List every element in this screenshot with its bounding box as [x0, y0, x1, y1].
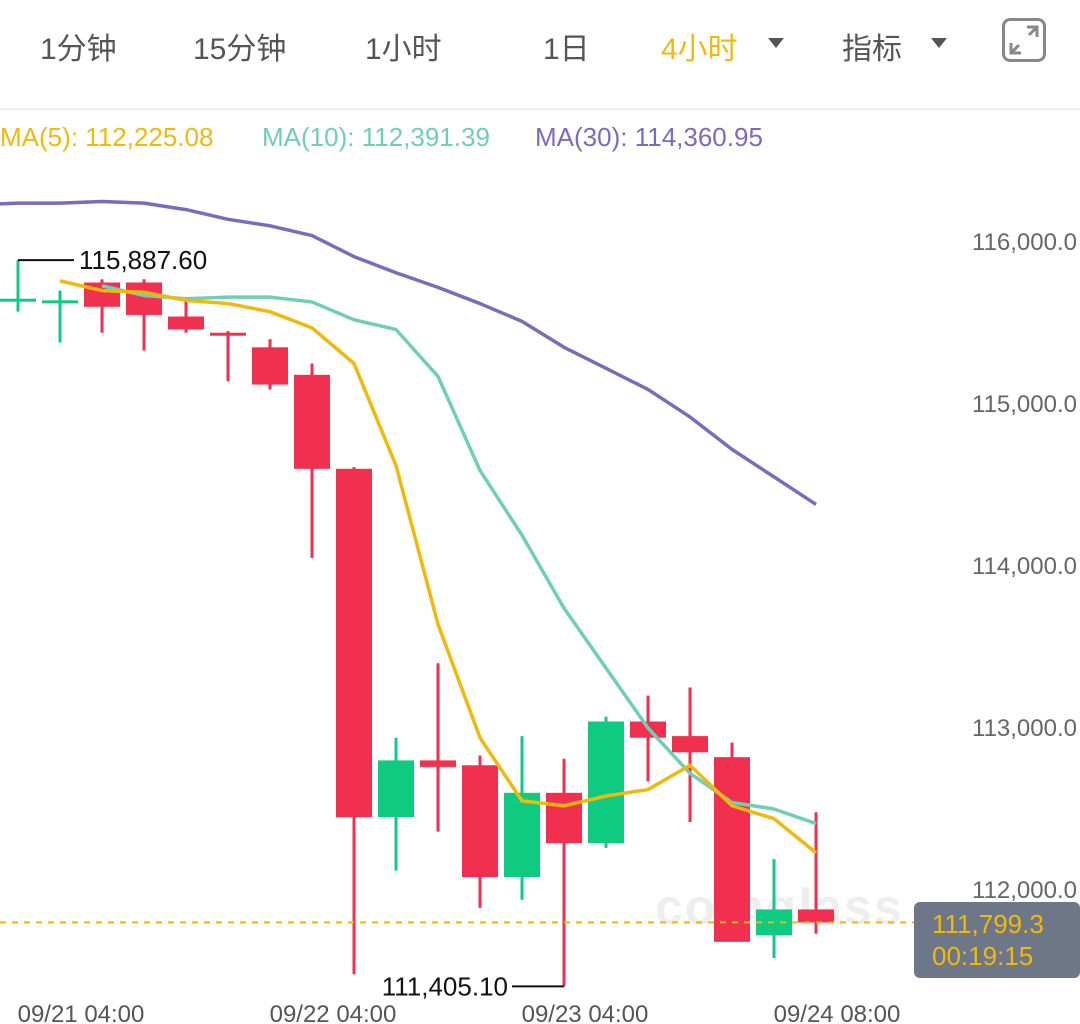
indicators-dropdown[interactable]: 指标 [842, 33, 902, 66]
tab-1m[interactable]: 1分钟 [40, 33, 117, 66]
candle-countdown: 00:19:15 [932, 941, 1034, 971]
ma30-value: 114,360.95 [634, 122, 763, 152]
chevron-down-icon[interactable] [768, 38, 784, 48]
candle-body-up [504, 792, 540, 878]
chevron-down-icon[interactable] [931, 38, 947, 48]
y-tick-label: 114,000.0 [972, 553, 1077, 580]
candle-body-down [168, 316, 204, 330]
candle-body-down [252, 347, 288, 385]
ma10-line [101, 284, 817, 826]
tab-4h[interactable]: 4小时 [661, 33, 738, 66]
candle-body-up [42, 300, 78, 304]
candle-body-down [210, 332, 246, 336]
ma5-label: MA(5): [0, 122, 78, 152]
candle-body-down [294, 374, 330, 469]
candle-body-up [378, 760, 414, 818]
low-annotation-label: 111,405.10 [382, 971, 508, 1001]
y-tick-label: 115,000.0 [972, 391, 1077, 418]
ma5-value: 112,225.08 [85, 122, 214, 152]
ma30-line [0, 199, 817, 506]
y-tick-label: 113,000.0 [972, 715, 1077, 742]
ma10-legend: MA(10): 112,391.39 [262, 122, 490, 153]
tab-15m[interactable]: 15分钟 [193, 33, 287, 66]
expand-button[interactable] [1002, 18, 1046, 62]
ma10-value: 112,391.39 [361, 122, 490, 152]
high-annotation-label: 115,887.60 [79, 245, 207, 275]
candle-body-down [714, 757, 750, 942]
x-tick-label: 09/24 08:00 [774, 1001, 901, 1024]
ma5-legend: MA(5): 112,225.08 [0, 122, 213, 153]
ma30-label: MA(30): [535, 122, 628, 152]
candle-body-down [336, 468, 372, 818]
candle-body-down [420, 760, 456, 767]
ma30-legend: MA(30): 114,360.95 [535, 122, 763, 153]
current-price-tag: 111,799.3 00:19:15 [914, 902, 1080, 978]
candle-body-down [546, 792, 582, 844]
timeframe-toolbar: 1分钟 15分钟 1小时 1日 4小时 指标 [0, 0, 1080, 110]
candle-body-up [588, 721, 624, 844]
candle-body-up [0, 298, 36, 302]
current-price: 111,799.3 [932, 909, 1044, 939]
tab-1d[interactable]: 1日 [543, 33, 590, 66]
x-tick-label: 09/23 04:00 [522, 1001, 649, 1024]
y-tick-label: 116,000.0 [972, 229, 1077, 256]
candle-body-down [126, 282, 162, 315]
tab-1h[interactable]: 1小时 [365, 33, 442, 66]
x-tick-label: 09/22 04:00 [270, 1001, 397, 1024]
y-tick-label: 112,000.0 [972, 877, 1077, 904]
x-tick-label: 09/21 04:00 [18, 1001, 145, 1024]
expand-icon [1009, 25, 1039, 55]
candle-body-down [798, 909, 834, 923]
candle-body-down [462, 765, 498, 878]
ma5-line [59, 279, 818, 855]
candle-body-down [672, 736, 708, 753]
ma10-label: MA(10): [262, 122, 355, 152]
